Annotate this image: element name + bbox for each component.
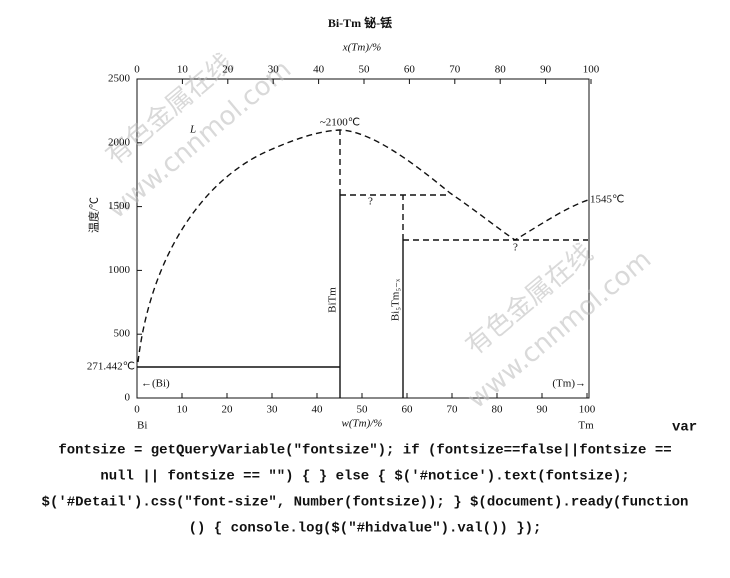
top-tick-label: 100 xyxy=(583,64,600,76)
bottom-tick-label: 90 xyxy=(537,404,549,416)
annotation: (Tm)→ xyxy=(552,378,586,390)
bottom-tick-label: 50 xyxy=(357,404,369,416)
left-tick-label: 2000 xyxy=(108,136,131,148)
bottom-tick-label: 20 xyxy=(222,404,234,416)
code-line: var xyxy=(672,420,697,436)
annotation: 1545℃ xyxy=(590,194,624,206)
top-tick-label: 30 xyxy=(268,64,280,76)
top-axis-label: x(Tm)/% xyxy=(342,42,382,54)
code-line: () { console.log($(″#hidvalue″).val()) }… xyxy=(189,521,542,537)
annotation: 271.442℃ xyxy=(87,361,135,373)
top-tick-label: 50 xyxy=(359,64,371,76)
bottom-tick-label: 70 xyxy=(447,404,459,416)
top-tick-label: 20 xyxy=(222,64,234,76)
title: Bi-Tm 铋-铥 xyxy=(328,15,392,30)
annotation: BiTm xyxy=(327,287,339,313)
annotation: ? xyxy=(513,242,518,254)
left-axis-label: 温度/℃ xyxy=(87,197,101,233)
code-line: $('#Detail').css(″font-size″, Number(fon… xyxy=(42,495,689,511)
top-tick-label: 90 xyxy=(540,64,552,76)
annotation: ←(Bi) xyxy=(141,378,170,390)
code-line: null || fontsize == ″″) { } else { $('#n… xyxy=(100,469,629,485)
bottom-axis-label: w(Tm)/% xyxy=(342,418,383,430)
bottom-tick-label: 80 xyxy=(492,404,504,416)
bottom-tick-label: 0 xyxy=(134,404,140,416)
top-tick-label: 80 xyxy=(495,64,507,76)
left-tick-label: 500 xyxy=(114,328,131,340)
annotation: Bi₅Tm₅₋ₓ xyxy=(390,278,402,321)
left-tick-label: 1000 xyxy=(108,264,131,276)
bottom-tick-label: 40 xyxy=(312,404,324,416)
bottom-tick-label: 60 xyxy=(402,404,414,416)
bottom-tick-label: 30 xyxy=(267,404,279,416)
top-tick-label: 0 xyxy=(134,64,140,76)
top-tick-label: 40 xyxy=(313,64,325,76)
annotation: Bi xyxy=(137,420,147,432)
top-tick-label: 10 xyxy=(177,64,189,76)
left-tick-label: 0 xyxy=(125,392,131,404)
bottom-tick-label: 100 xyxy=(579,404,596,416)
top-tick-label: 60 xyxy=(404,64,416,76)
bottom-tick-label: 10 xyxy=(177,404,189,416)
annotation: ? xyxy=(368,196,373,208)
annotation: ~2100℃ xyxy=(320,117,360,129)
plot-frame xyxy=(136,78,590,399)
left-tick-label: 2500 xyxy=(108,73,131,85)
top-tick-label: 70 xyxy=(449,64,461,76)
code-line: fontsize = getQueryVariable(″fontsize″);… xyxy=(58,443,671,459)
left-tick-label: 1500 xyxy=(108,200,131,212)
annotation: Tm xyxy=(578,420,594,432)
annotation: L xyxy=(189,124,196,136)
